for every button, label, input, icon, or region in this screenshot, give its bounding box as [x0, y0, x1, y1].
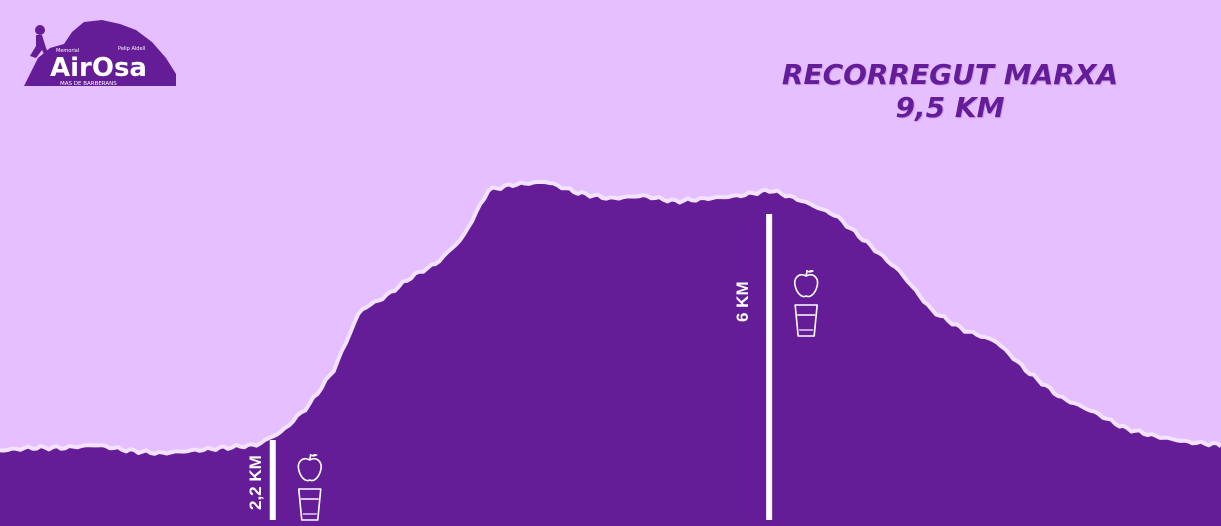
chart-title-line-2: 9,5 KM: [895, 91, 1005, 124]
marker-label-2-2km: 2,2 KM: [246, 455, 265, 510]
glass-icon: [297, 488, 322, 521]
logo-text: AirOsa: [50, 53, 147, 83]
marker-line: [766, 214, 773, 520]
logo-subtext-top-left: Memorial: [56, 48, 79, 54]
terrain-area: [0, 181, 1221, 526]
marker-line: [269, 440, 276, 520]
chart-title: RECORREGUT MARXA 9,5 KM: [760, 58, 1140, 124]
apple-icon: [297, 453, 322, 482]
logo-subtext-top-right: Pelip Aldell: [118, 46, 145, 52]
terrain-ridge-line: [0, 179, 1221, 456]
glass-icon: [794, 304, 818, 337]
marker-label-6km: 6 KM: [733, 281, 752, 322]
logo-subtext-bottom: MAS DE BARBERANS: [60, 81, 117, 87]
chart-title-line-1: RECORREGUT MARXA: [781, 58, 1119, 91]
apple-icon: [793, 269, 819, 298]
airosa-logo: AirOsa Memorial Pelip Aldell MAS DE BARB…: [24, 20, 176, 87]
